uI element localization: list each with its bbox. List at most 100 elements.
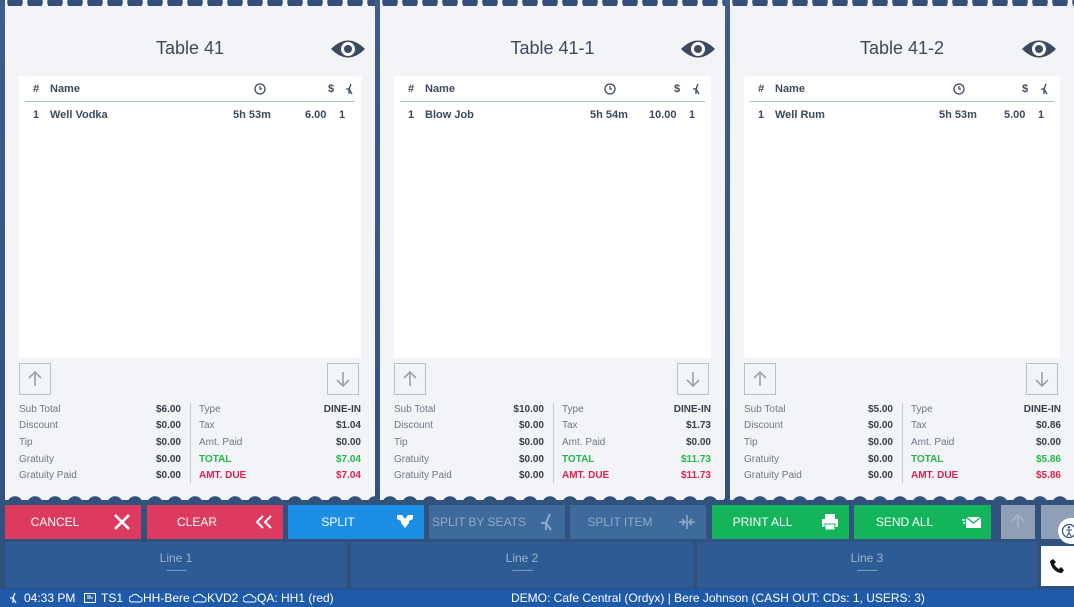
page-up-button[interactable] [1001, 505, 1035, 539]
seat-icon [10, 592, 17, 604]
seat-icon [346, 83, 353, 95]
line-label: Line 2 [505, 551, 539, 565]
item-price: 5.00 [1004, 109, 1026, 121]
cancel-label: CANCEL [30, 515, 80, 529]
list-item[interactable]: 1 Well Vodka 5h 53m 6.00 1 [25, 102, 355, 126]
amt-due-value: $11.73 [680, 470, 711, 481]
item-time: 5h 54m [590, 109, 628, 121]
gratuity-paid-label: Gratuity Paid [19, 470, 77, 481]
scroll-down-button[interactable] [327, 363, 359, 395]
eye-icon[interactable] [679, 36, 717, 62]
terminal-icon [84, 593, 96, 603]
item-number: 1 [758, 109, 765, 121]
split-by-seats-label: SPLIT BY SEATS [431, 515, 527, 529]
scroll-down-button[interactable] [1026, 363, 1058, 395]
arrow-down-icon [686, 372, 700, 388]
item-list: # Name $ 1 Well Rum 5h 53m 5.00 1 [744, 76, 1060, 358]
list-item[interactable]: 1 Blow Job 5h 54m 10.00 1 [400, 102, 705, 126]
status-terminal: TS1 [101, 591, 124, 605]
type-label: Type [199, 404, 221, 415]
amt-due-label: AMT. DUE [911, 470, 959, 481]
item-seat: 1 [339, 109, 346, 121]
arrow-up-icon [753, 370, 767, 386]
split-button[interactable]: SPLIT [288, 505, 424, 539]
tax-value: $1.73 [685, 420, 711, 431]
print-all-button[interactable]: PRINT ALL [712, 505, 849, 539]
gratuity-value: $0.00 [867, 454, 893, 465]
tip-value: $0.00 [518, 437, 544, 448]
send-all-button[interactable]: SEND ALL [854, 505, 991, 539]
cancel-button[interactable]: CANCEL [5, 505, 141, 539]
line-slot[interactable]: Line 1 ---------- [5, 542, 347, 588]
amt-paid-label: Amt. Paid [911, 437, 955, 448]
seat-icon [1041, 83, 1048, 95]
split-item-button[interactable]: SPLIT ITEM [570, 505, 706, 539]
scroll-up-button[interactable] [19, 363, 51, 395]
split-item-label: SPLIT ITEM [587, 515, 653, 529]
gratuity-paid-value: $0.00 [518, 470, 544, 481]
accessibility-icon [1061, 523, 1074, 539]
col-name: Name [50, 83, 80, 95]
seat-icon [693, 83, 700, 95]
clock-icon [604, 83, 616, 95]
item-price: 10.00 [649, 109, 677, 121]
gratuity-label: Gratuity [394, 454, 430, 465]
list-item[interactable]: 1 Well Rum 5h 53m 5.00 1 [750, 102, 1054, 126]
subtotal-value: $6.00 [155, 404, 181, 415]
arrow-down-icon [1035, 372, 1049, 388]
phone-button[interactable] [1041, 546, 1074, 586]
gratuity-label: Gratuity [19, 454, 55, 465]
ticket-title: Table 41-2 [859, 38, 945, 58]
item-name: Blow Job [425, 109, 474, 121]
scroll-up-button[interactable] [394, 363, 426, 395]
double-chevron-left-icon [255, 515, 272, 529]
clear-label: CLEAR [176, 515, 217, 529]
eye-icon[interactable] [329, 36, 367, 62]
totals-divider [902, 403, 903, 483]
discount-label: Discount [394, 420, 433, 431]
gratuity-paid-label: Gratuity Paid [744, 470, 802, 481]
status-printer-3: QA: HH1 (red) [257, 591, 334, 605]
item-name: Well Vodka [50, 109, 108, 121]
item-list: # Name $ 1 Well Vodka 5h 53m 6.00 1 [19, 76, 361, 358]
gratuity-paid-value: $0.00 [867, 470, 893, 481]
cloud-icon [193, 593, 207, 603]
tip-label: Tip [19, 437, 33, 448]
status-bar: 04:33 PM TS1 HH-Bere KVD2 QA: HH1 (red) … [0, 589, 1074, 607]
accessibility-button[interactable] [1058, 518, 1074, 544]
col-name: Name [425, 83, 455, 95]
line-dashes: ---------- [166, 565, 187, 575]
tax-value: $1.04 [335, 420, 361, 431]
tip-label: Tip [394, 437, 408, 448]
seat-icon [541, 513, 552, 531]
scroll-up-button[interactable] [744, 363, 776, 395]
amt-paid-value: $0.00 [1035, 437, 1061, 448]
amt-paid-value: $0.00 [335, 437, 361, 448]
line-slot[interactable]: Line 3 ---------- [697, 542, 1037, 588]
item-number: 1 [408, 109, 415, 121]
scroll-down-button[interactable] [677, 363, 709, 395]
discount-label: Discount [744, 420, 783, 431]
arrow-up-icon [403, 370, 417, 386]
split-by-seats-button[interactable]: SPLIT BY SEATS [429, 505, 565, 539]
col-price: $ [328, 83, 335, 95]
subtotal-label: Sub Total [394, 404, 436, 415]
gratuity-value: $0.00 [155, 454, 181, 465]
subtotal-label: Sub Total [744, 404, 786, 415]
line-slot[interactable]: Line 2 ---------- [351, 542, 693, 588]
line-label: Line 3 [850, 551, 884, 565]
totals-divider [190, 403, 191, 483]
col-number: # [33, 83, 40, 95]
status-time: 04:33 PM [24, 591, 76, 605]
item-price: 6.00 [305, 109, 327, 121]
printer-icon [822, 514, 838, 531]
eye-icon[interactable] [1020, 36, 1058, 62]
gratuity-paid-value: $0.00 [155, 470, 181, 481]
arrow-down-icon [336, 372, 350, 388]
ticket-panel: Table 41 # Name $ 1 Well Vodka 5h 53m 6.… [5, 0, 375, 500]
ticket-panel: Table 41-2 # Name $ 1 Well Rum 5h 53m 5.… [730, 0, 1074, 500]
clear-button[interactable]: CLEAR [147, 505, 283, 539]
discount-value: $0.00 [518, 420, 544, 431]
ticket-title: Table 41 [155, 38, 225, 58]
list-header: # Name $ [25, 76, 355, 102]
